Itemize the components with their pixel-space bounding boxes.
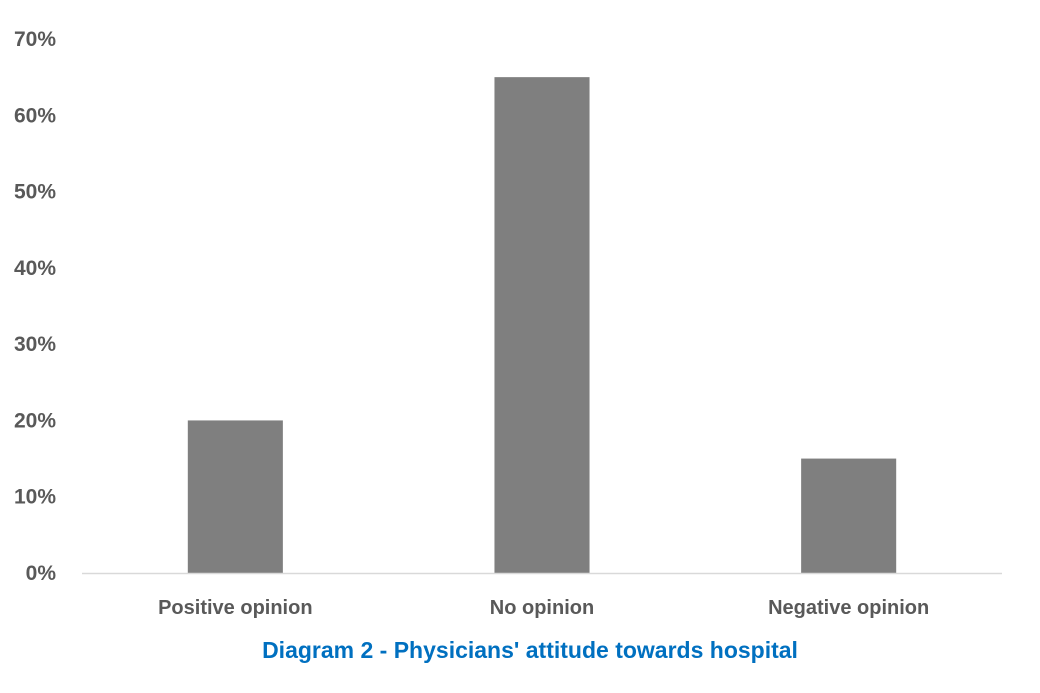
category-label: Positive opinion [158,597,312,619]
y-tick-label: 50% [14,181,56,204]
y-tick-label: 60% [14,104,56,127]
category-label: No opinion [490,597,594,619]
bar-negative-opinion [801,458,897,573]
y-tick-label: 20% [14,409,56,432]
y-tick-label: 30% [14,333,56,356]
chart-caption: Diagram 2 - Physicians' attitude towards… [262,637,798,663]
y-tick-label: 0% [26,562,57,585]
y-tick-label: 70% [14,28,56,51]
y-tick-label: 10% [14,486,56,509]
y-axis-tick-labels: 0% 10% 20% 30% 40% 50% 60% 70% [14,28,56,585]
bars [187,77,897,574]
y-tick-label: 40% [14,257,56,280]
bar-no-opinion [494,77,590,574]
bar-positive-opinion [187,420,283,573]
x-axis-category-labels: Positive opinion No opinion Negative opini… [158,597,929,619]
category-label: Negative opinion [768,597,929,619]
